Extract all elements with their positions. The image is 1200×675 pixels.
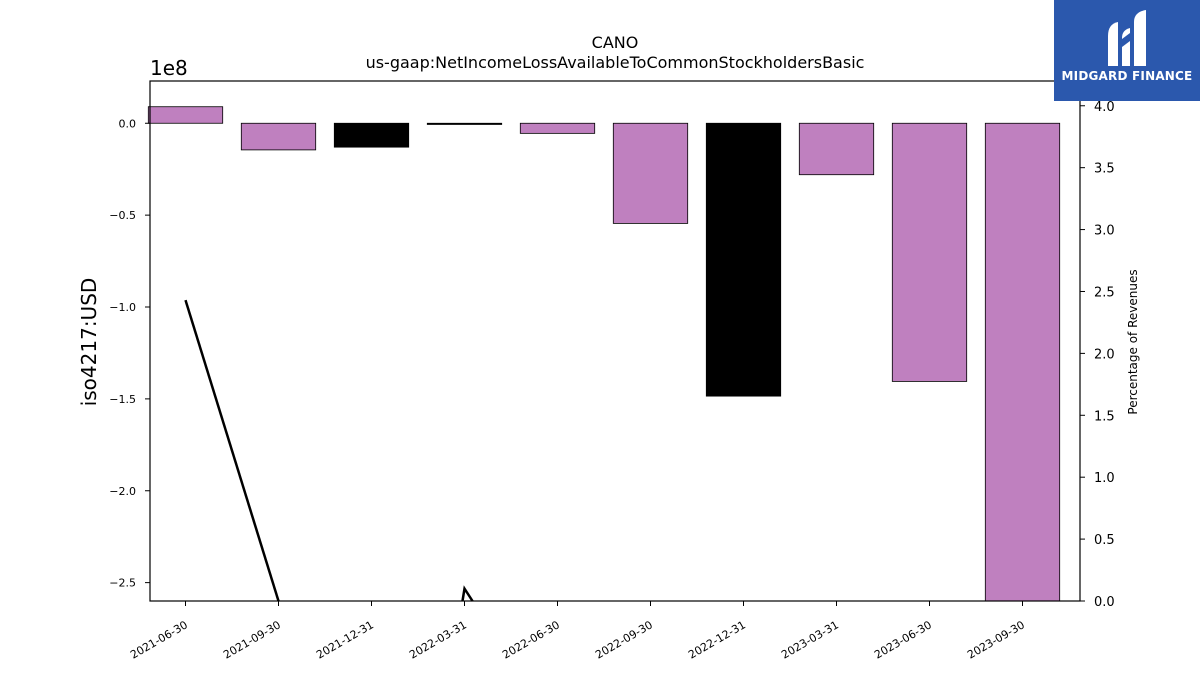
y-axis-label: iso4217:USD <box>77 278 101 407</box>
y2-tick-label: 0.0 <box>1094 595 1115 610</box>
x-tick-label: 2021-06-30 <box>128 618 190 661</box>
bar-2021-06-30 <box>147 106 224 124</box>
line-layer <box>184 299 474 602</box>
logo-badge: MIDGARD FINANCE <box>1054 0 1200 101</box>
y-tick-label: −1.0 <box>109 301 136 314</box>
ratio-line-segment-1 <box>184 299 280 602</box>
bar-2023-06-30 <box>891 122 968 382</box>
chart-title: CANO <box>592 33 639 52</box>
y2-tick-label: 1.5 <box>1094 409 1115 424</box>
y2-tick-label: 2.5 <box>1094 285 1115 300</box>
y2-tick-label: 3.5 <box>1094 162 1115 177</box>
ratio-line-segment-2 <box>461 585 474 602</box>
bar-2023-09-30 <box>984 122 1061 602</box>
y-tick-label: −2.5 <box>109 577 136 590</box>
x-tick-label: 2021-09-30 <box>221 618 283 661</box>
x-tick-label: 2021-12-31 <box>314 618 376 661</box>
x-tick-label: 2022-06-30 <box>500 618 562 661</box>
bar-2021-09-30 <box>240 122 317 151</box>
chart-subtitle: us-gaap:NetIncomeLossAvailableToCommonSt… <box>366 53 865 72</box>
bar-2023-03-31 <box>798 122 875 176</box>
y-tick-label: −2.0 <box>109 485 136 498</box>
y2-axis-label: Percentage of Revenues <box>1126 269 1140 414</box>
bar-2022-12-31 <box>705 122 782 397</box>
y-tick-label: −1.5 <box>109 393 136 406</box>
bar-2022-09-30 <box>612 122 689 224</box>
x-tick-label: 2022-12-31 <box>686 618 748 661</box>
x-tick-label: 2023-03-31 <box>779 618 841 661</box>
y2-tick-label: 4.0 <box>1094 100 1115 115</box>
bar-2022-03-31 <box>426 122 503 125</box>
x-tick-label: 2023-09-30 <box>965 618 1027 661</box>
bar-2022-06-30 <box>519 122 596 134</box>
y2-tick-label: 1.0 <box>1094 471 1115 486</box>
y-tick-label: −0.5 <box>109 209 136 222</box>
bar-2021-12-31 <box>333 122 410 148</box>
logo-text: MIDGARD FINANCE <box>1061 69 1193 83</box>
y2-tick-label: 2.0 <box>1094 347 1115 362</box>
x-tick-label: 2022-09-30 <box>593 618 655 661</box>
y-multiplier-label: 1e8 <box>150 56 188 80</box>
x-tick-label: 2023-06-30 <box>872 618 934 661</box>
y2-tick-label: 3.0 <box>1094 224 1115 239</box>
plot-frame <box>149 80 1081 602</box>
y2-tick-label: 0.5 <box>1094 533 1115 548</box>
logo-mark-icon <box>1108 10 1146 66</box>
bars-layer <box>147 106 1061 602</box>
x-tick-label: 2022-03-31 <box>407 618 469 661</box>
y-tick-label: 0.0 <box>119 117 137 130</box>
